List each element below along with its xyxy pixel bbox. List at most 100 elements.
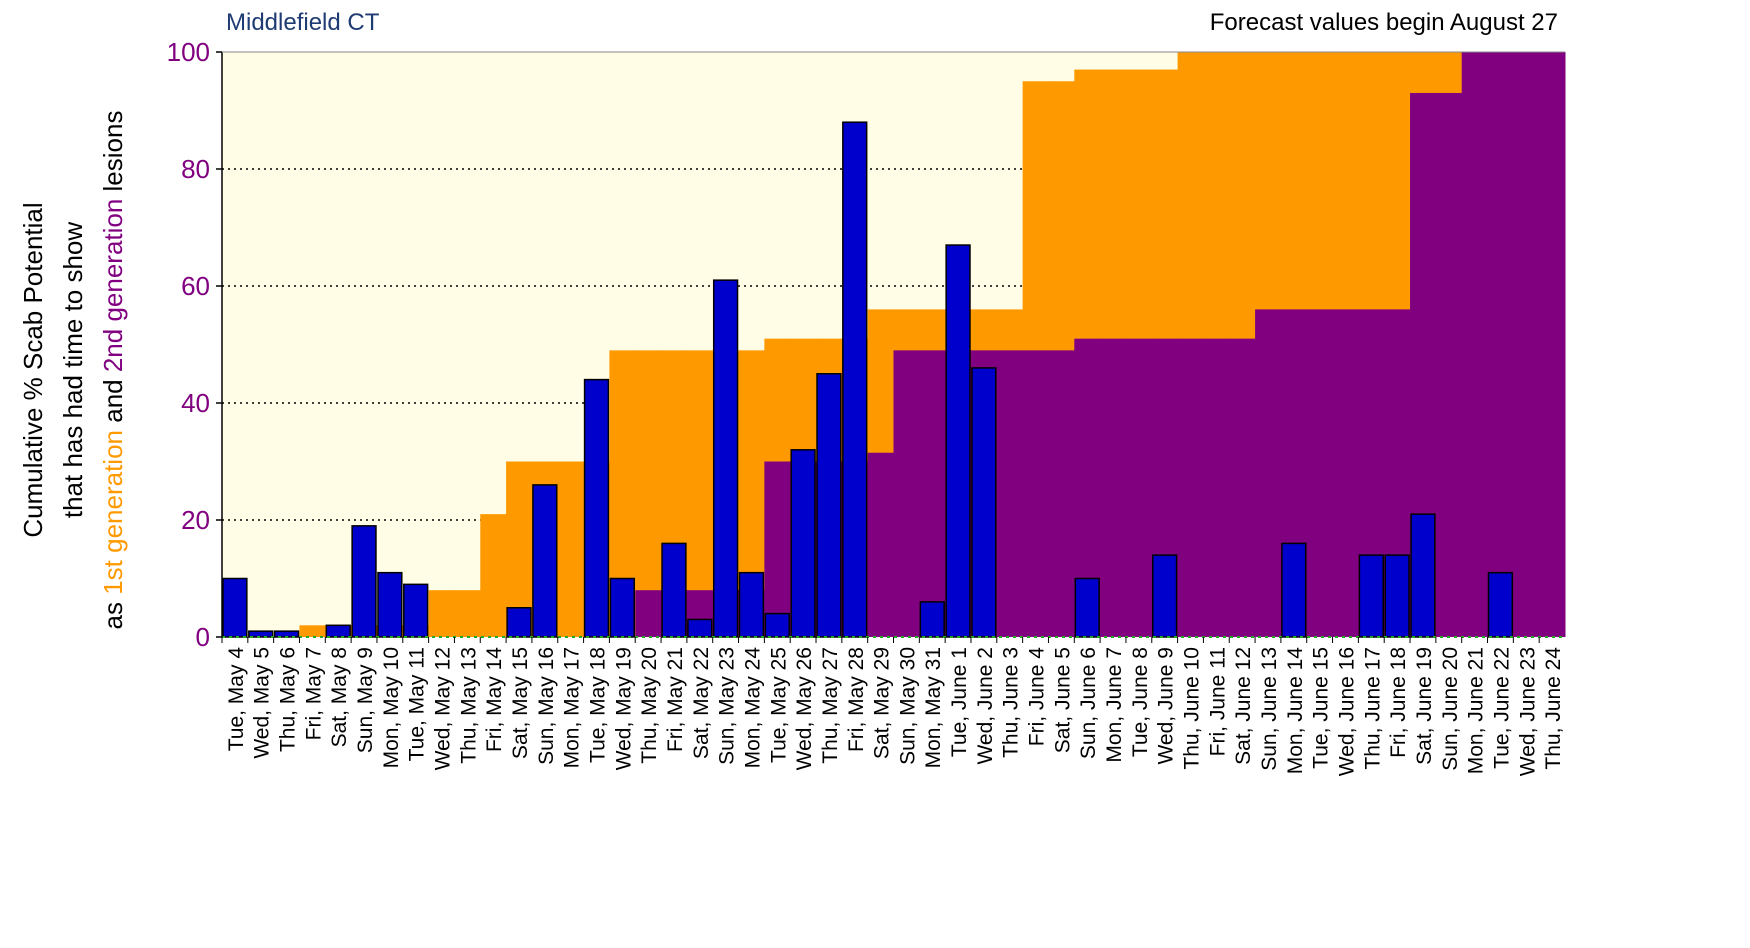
bar bbox=[790, 449, 816, 638]
step-area bbox=[635, 590, 662, 637]
x-tick-label: Fri, May 14 bbox=[483, 647, 506, 752]
step-area bbox=[1539, 52, 1566, 637]
step-area bbox=[1306, 309, 1334, 637]
x-tick-label: Tue, June 15 bbox=[1310, 647, 1333, 769]
bar bbox=[325, 624, 351, 638]
bar bbox=[945, 244, 971, 638]
y-tick-label: 80 bbox=[181, 154, 210, 184]
x-tick-label: Sun, May 16 bbox=[535, 647, 558, 765]
bar bbox=[687, 618, 713, 638]
y-tick-label: 100 bbox=[167, 37, 210, 67]
x-tick-label: Fri, May 21 bbox=[664, 647, 687, 752]
y-axis-label-part: lesions bbox=[98, 111, 128, 199]
x-tick-label: Mon, June 14 bbox=[1284, 647, 1307, 775]
x-tick-label: Wed, May 19 bbox=[612, 647, 635, 770]
x-tick-label: Sat, May 15 bbox=[509, 647, 532, 759]
x-tick-label: Wed, June 23 bbox=[1516, 647, 1539, 776]
x-tick-label: Mon, May 17 bbox=[561, 647, 584, 768]
x-tick-label: Sat, May 8 bbox=[328, 647, 351, 747]
x-tick-label: Wed, June 2 bbox=[974, 647, 997, 765]
y-tick-label: 40 bbox=[181, 388, 210, 418]
bar bbox=[842, 121, 868, 638]
chart-subtitle: Forecast values begin August 27 bbox=[1210, 9, 1558, 36]
x-tick-label: Wed, May 26 bbox=[793, 647, 816, 770]
bar bbox=[971, 367, 997, 638]
x-tick-label: Thu, June 24 bbox=[1542, 647, 1565, 770]
bar bbox=[248, 630, 274, 638]
x-tick-label: Thu, June 10 bbox=[1181, 647, 1204, 770]
step-area bbox=[1125, 338, 1153, 637]
step-area bbox=[635, 350, 662, 637]
y-tick-label: 20 bbox=[181, 505, 210, 535]
x-tick-label: Sat, June 12 bbox=[1232, 647, 1255, 765]
x-tick-label: Wed, May 5 bbox=[251, 647, 274, 759]
y-axis-label-part: as bbox=[98, 595, 128, 630]
x-tick-label: Sat, May 22 bbox=[690, 647, 713, 759]
x-tick-label: Wed, June 16 bbox=[1335, 647, 1358, 776]
x-tick-label: Tue, June 22 bbox=[1490, 647, 1513, 769]
y-axis-label-part: 2nd generation bbox=[98, 199, 128, 372]
bar bbox=[816, 373, 842, 638]
x-tick-label: Tue, May 11 bbox=[406, 647, 429, 761]
step-area bbox=[867, 452, 894, 637]
step-area bbox=[1100, 338, 1127, 637]
x-tick-label: Sun, May 9 bbox=[354, 647, 377, 753]
x-tick-label: Sun, May 23 bbox=[716, 647, 739, 765]
step-area bbox=[1435, 92, 1463, 637]
bar bbox=[506, 607, 532, 638]
bar bbox=[377, 571, 403, 638]
y-axis-label: Cumulative % Scab Potential bbox=[18, 202, 48, 537]
bar bbox=[1410, 513, 1436, 638]
x-tick-label: Sat, May 29 bbox=[871, 647, 894, 759]
step-area bbox=[557, 461, 585, 637]
y-axis-label: as 1st generation and 2nd generation les… bbox=[98, 111, 128, 630]
x-tick-label: Sat, June 5 bbox=[1051, 647, 1074, 753]
y-axis-label-part: 1st generation bbox=[98, 430, 128, 595]
x-tick-label: Fri, June 11 bbox=[1206, 647, 1229, 756]
bar bbox=[532, 484, 558, 638]
y-tick-label: 0 bbox=[196, 622, 210, 652]
x-tick-label: Mon, May 10 bbox=[380, 647, 403, 768]
step-area bbox=[299, 625, 326, 637]
bar bbox=[712, 279, 739, 638]
bar bbox=[1281, 542, 1307, 638]
x-tick-label: Sun, June 13 bbox=[1258, 647, 1281, 771]
bar bbox=[403, 583, 429, 638]
y-axis-label: that has had time to show bbox=[58, 222, 88, 519]
x-tick-label: Tue, June 8 bbox=[1129, 647, 1152, 757]
x-tick-label: Tue, May 25 bbox=[767, 647, 790, 763]
bar bbox=[222, 577, 248, 638]
step-area bbox=[480, 514, 507, 637]
bar bbox=[764, 612, 790, 638]
bar bbox=[1384, 554, 1410, 638]
chart-title: Middlefield CT bbox=[226, 9, 380, 36]
step-area bbox=[1203, 338, 1230, 637]
bar bbox=[661, 542, 687, 638]
x-tick-label: Thu, May 27 bbox=[819, 647, 842, 764]
x-tick-label: Mon, June 7 bbox=[1103, 647, 1126, 763]
x-tick-label: Wed, May 12 bbox=[432, 647, 455, 770]
step-area bbox=[1048, 350, 1075, 637]
bar bbox=[1358, 554, 1384, 638]
bar bbox=[738, 571, 765, 638]
step-area bbox=[1177, 338, 1204, 637]
step-area bbox=[454, 590, 481, 637]
x-tick-label: Sun, June 6 bbox=[1077, 647, 1100, 759]
x-tick-label: Mon, June 21 bbox=[1465, 647, 1488, 774]
step-area bbox=[764, 461, 791, 637]
step-area bbox=[1255, 309, 1282, 637]
step-area bbox=[1461, 52, 1489, 637]
bar bbox=[1074, 577, 1100, 638]
x-tick-label: Tue, May 18 bbox=[586, 647, 609, 763]
bar bbox=[609, 577, 635, 638]
step-area bbox=[686, 350, 714, 637]
x-tick-label: Tue, May 4 bbox=[225, 647, 248, 752]
x-tick-label: Mon, May 31 bbox=[922, 647, 945, 768]
step-area bbox=[1022, 350, 1049, 637]
x-tick-label: Thu, May 13 bbox=[457, 647, 480, 764]
x-tick-label: Thu, May 20 bbox=[638, 647, 661, 764]
step-area bbox=[996, 350, 1024, 637]
x-tick-label: Sun, June 20 bbox=[1439, 647, 1462, 771]
x-tick-label: Fri, May 7 bbox=[302, 647, 325, 740]
